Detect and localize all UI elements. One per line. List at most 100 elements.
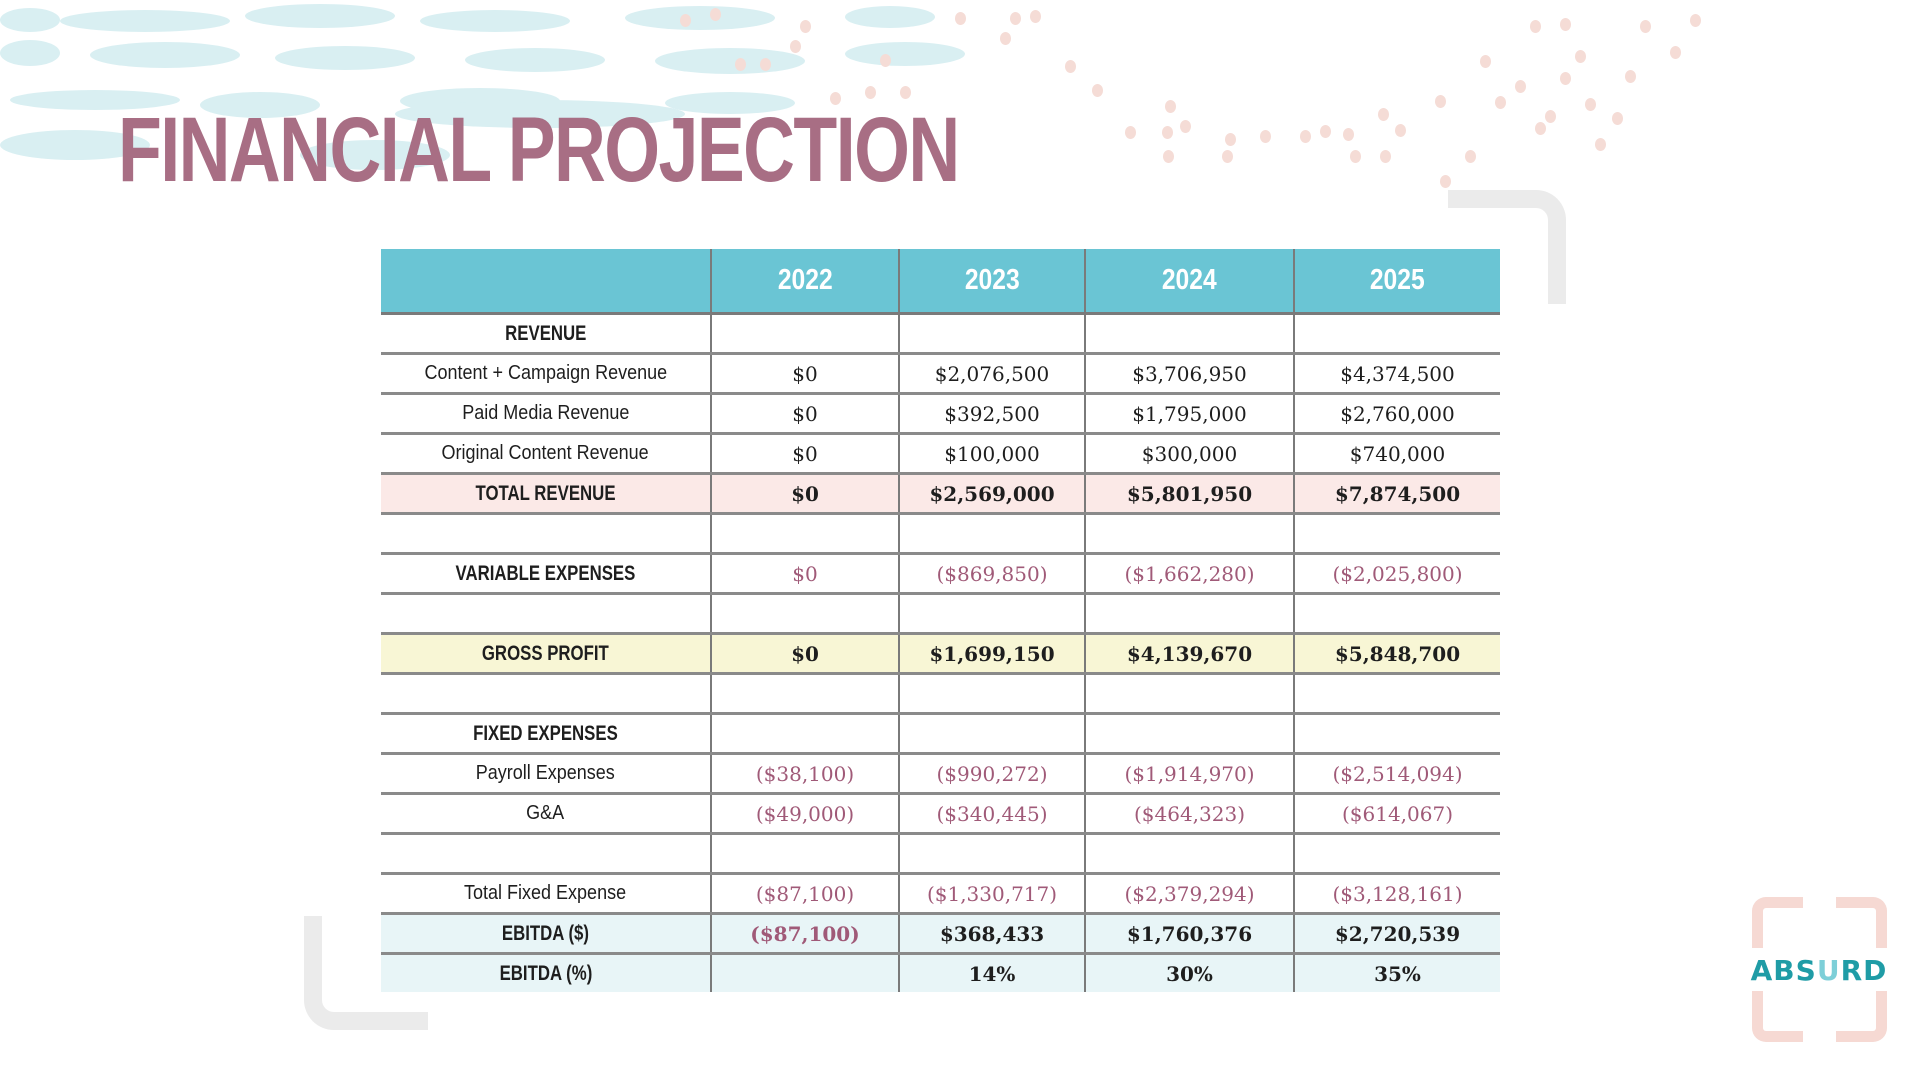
- dot-shape: [1625, 70, 1636, 83]
- cell-2025: ($3,128,161): [1293, 873, 1500, 915]
- dot-shape: [790, 40, 801, 53]
- dot-shape: [880, 54, 891, 67]
- table-row: Paid Media Revenue $0 $392,500 $1,795,000 $2…: [381, 393, 1500, 435]
- row-label: Original Content Revenue: [381, 433, 711, 475]
- dot-shape: [1575, 50, 1586, 63]
- cell-2022: $0: [710, 553, 899, 595]
- table-row: TOTAL REVENUE $0 $2,569,000 $5,801,950 $7,87…: [381, 473, 1500, 515]
- cell-2022: ($87,100): [710, 913, 899, 955]
- cell-2023: $2,076,500: [898, 352, 1085, 395]
- cell-2023: [898, 713, 1085, 755]
- table-row: FIXED EXPENSES: [381, 713, 1500, 755]
- dot-shape: [1343, 128, 1354, 141]
- row-label: [381, 593, 711, 635]
- blob-shape: [845, 6, 935, 28]
- dot-shape: [1435, 95, 1446, 108]
- financial-projection-table: 2022 2023 2024 2025 REVENUE Content + Cam…: [381, 249, 1500, 992]
- corner-bracket-bottom-left: [304, 916, 428, 1030]
- cell-2022: [710, 833, 899, 875]
- table-spacer-row: [381, 593, 1500, 635]
- row-label: [381, 833, 711, 875]
- cell-2024: $3,706,950: [1084, 353, 1294, 395]
- dot-shape: [1515, 80, 1526, 93]
- cell-2024: [1084, 673, 1294, 715]
- blob-shape: [395, 100, 685, 128]
- cell-2025: [1293, 513, 1500, 555]
- blob-shape: [465, 48, 605, 72]
- cell-2025: ($2,514,094): [1293, 753, 1500, 795]
- cell-2024: $1,760,376: [1084, 913, 1294, 955]
- row-label: GROSS PROFIT: [381, 633, 711, 675]
- cell-2022: $0: [710, 473, 899, 515]
- blob-shape: [300, 140, 450, 170]
- dot-shape: [800, 20, 811, 33]
- dot-shape: [1350, 150, 1361, 163]
- cell-2022: [710, 593, 899, 635]
- dot-shape: [1378, 108, 1389, 121]
- blob-shape: [0, 8, 60, 32]
- dot-shape: [680, 14, 691, 27]
- dot-shape: [1092, 84, 1103, 97]
- dot-shape: [1125, 126, 1136, 139]
- dot-shape: [1670, 46, 1681, 59]
- cell-2025: $4,374,500: [1293, 353, 1500, 395]
- blob-shape: [845, 42, 965, 66]
- cell-2022: $0: [710, 633, 899, 675]
- table-row: VARIABLE EXPENSES $0 ($869,850) ($1,662,280…: [381, 553, 1500, 595]
- table-row: REVENUE: [381, 313, 1500, 355]
- cell-2023: ($340,445): [898, 793, 1085, 835]
- table-row: G&A ($49,000) ($340,445) ($464,323) ($614,06…: [381, 793, 1500, 835]
- dot-shape: [1560, 72, 1571, 85]
- dot-shape: [1300, 130, 1311, 143]
- cell-2025: $740,000: [1293, 433, 1500, 475]
- dot-shape: [1690, 14, 1701, 27]
- cell-2023: [898, 593, 1085, 635]
- dot-shape: [1000, 32, 1011, 45]
- row-label: FIXED EXPENSES: [381, 713, 711, 755]
- blob-shape: [655, 48, 805, 74]
- cell-2024: [1084, 513, 1294, 555]
- table-spacer-row: [381, 513, 1500, 555]
- cell-2024: $1,795,000: [1084, 393, 1294, 435]
- dot-shape: [830, 92, 841, 105]
- logo-corner: [1836, 991, 1887, 1042]
- row-label: TOTAL REVENUE: [381, 473, 711, 515]
- row-label: VARIABLE EXPENSES: [381, 553, 711, 595]
- cell-2025: $2,760,000: [1293, 393, 1500, 435]
- cell-2024: ($1,914,970): [1084, 753, 1294, 795]
- row-label: Content + Campaign Revenue: [381, 353, 711, 395]
- table-row: Total Fixed Expense ($87,100) ($1,330,717)…: [381, 873, 1500, 915]
- blob-shape: [275, 46, 415, 70]
- table-row: Original Content Revenue $0 $100,000 $300,0…: [381, 433, 1500, 475]
- row-label: EBITDA (%): [381, 953, 711, 992]
- blob-shape: [0, 40, 60, 66]
- cell-2022: [710, 313, 899, 355]
- blob-shape: [60, 10, 230, 32]
- table-row: EBITDA (%) 14% 30% 35%: [381, 953, 1500, 992]
- cell-2025: $5,848,700: [1293, 633, 1500, 675]
- dot-shape: [735, 58, 746, 71]
- blob-shape: [625, 6, 775, 30]
- cell-2023: [898, 833, 1085, 875]
- cell-2022: [710, 713, 899, 755]
- table-header-row: 2022 2023 2024 2025: [381, 249, 1500, 315]
- cell-2025: $2,720,539: [1293, 913, 1500, 955]
- row-label: G&A: [381, 793, 711, 835]
- dot-shape: [1225, 133, 1236, 146]
- cell-2023: ($990,272): [898, 753, 1085, 795]
- dot-shape: [1030, 10, 1041, 23]
- cell-2023: $2,569,000: [898, 473, 1085, 515]
- table-row: Content + Campaign Revenue $0 $2,076,500 $3…: [381, 352, 1500, 395]
- blob-shape: [200, 92, 320, 118]
- cell-2025: [1293, 313, 1500, 355]
- cell-2025: ($614,067): [1293, 793, 1500, 835]
- logo-corner: [1752, 897, 1803, 948]
- dot-shape: [955, 12, 966, 25]
- corner-bracket-top-right: [1448, 190, 1566, 304]
- logo-corner: [1836, 897, 1887, 948]
- cell-2025: $7,874,500: [1293, 473, 1500, 515]
- header-year-2025: 2025: [1293, 249, 1500, 315]
- row-label: [381, 673, 711, 715]
- dot-shape: [1065, 60, 1076, 73]
- logo-corner: [1752, 991, 1803, 1042]
